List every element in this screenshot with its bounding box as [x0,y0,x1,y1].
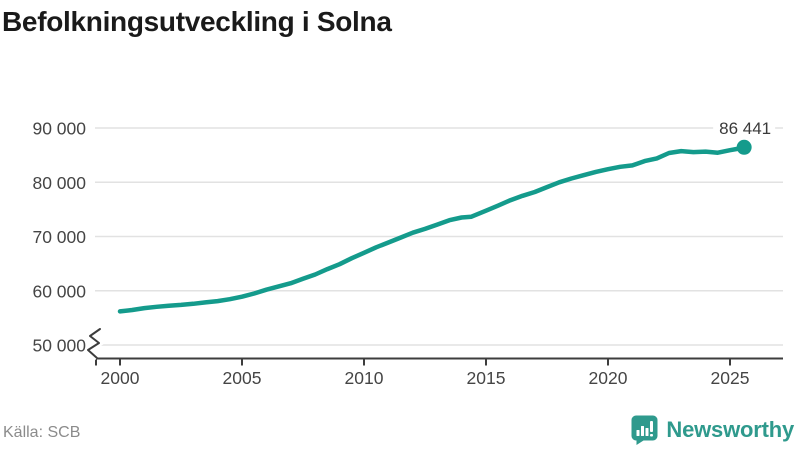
axis-break-zigzag [87,328,101,359]
page-title: Befolkningsutveckling i Solna [2,6,392,37]
population-series-line [117,145,747,314]
end-label-background [713,118,776,136]
latest-value-label: 86 441 [719,119,771,138]
y-axis-tick-label: 70 000 [32,227,86,247]
y-axis-tick-label: 50 000 [32,336,86,356]
x-axis-tick-label: 2015 [467,368,506,388]
newsworthy-logo: Newsworthy [631,415,794,445]
newsworthy-wordmark: Newsworthy [666,417,794,442]
latest-value-dot [736,139,752,155]
x-axis-labels: 2000 2005 2010 2015 2020 2025 [101,368,750,388]
x-axis-tick-label: 2010 [345,368,384,388]
y-axis-tick-label: 80 000 [32,173,86,193]
x-axis-tick-label: 2005 [223,368,262,388]
y-axis-break-icon [82,326,106,361]
x-axis [95,357,783,366]
x-axis-tick-label: 2020 [589,368,628,388]
source-caption: Källa: SCB [3,424,81,441]
newsworthy-speech-bubble-bar-chart-icon [631,415,658,445]
x-axis-tick-label: 2000 [101,368,140,388]
y-axis-tick-label: 60 000 [32,281,86,301]
gridlines [95,127,783,346]
x-axis-tick-label: 2025 [711,368,750,388]
y-axis-labels: 90 000 80 000 70 000 60 000 50 000 [32,119,86,356]
y-axis-tick-label: 90 000 [32,119,86,139]
